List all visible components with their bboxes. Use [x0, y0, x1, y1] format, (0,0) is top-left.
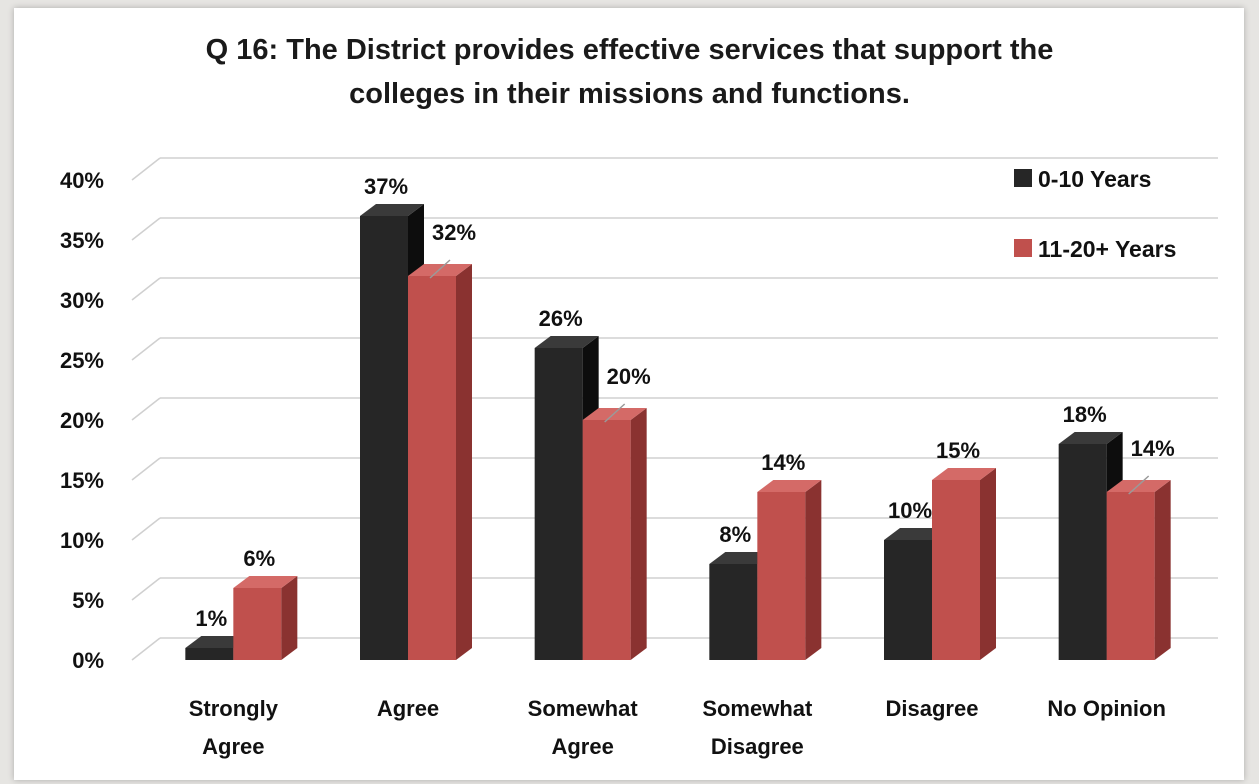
category-label-line: Disagree: [711, 734, 804, 759]
data-label: 6%: [243, 546, 275, 571]
category-label: Strongly Agree: [189, 696, 279, 759]
gridline-depth: [131, 157, 161, 181]
legend-swatch: [1014, 169, 1032, 187]
y-tick-label: 40%: [60, 168, 104, 193]
data-label: 15%: [936, 438, 980, 463]
bar-series1: [1058, 444, 1107, 660]
data-label: 37%: [364, 174, 408, 199]
y-tick-label: 0%: [72, 648, 104, 673]
y-tick-label: 5%: [72, 588, 104, 613]
bar-series1: [185, 648, 234, 660]
category-label-line: Somewhat: [702, 696, 813, 721]
category-label-line: Agree: [551, 734, 613, 759]
data-label: 8%: [719, 522, 751, 547]
gridline-depth: [131, 577, 161, 601]
y-tick-label: 30%: [60, 288, 104, 313]
data-label: 20%: [607, 364, 651, 389]
bar-top: [534, 336, 599, 348]
gridline-depth: [131, 517, 161, 541]
leader-line: [429, 259, 451, 279]
data-label: 14%: [1131, 436, 1175, 461]
gridline-depth: [131, 277, 161, 301]
bar-top: [757, 480, 822, 492]
bar-series2: [233, 588, 282, 660]
data-label: 10%: [888, 498, 932, 523]
category-label-line: Agree: [377, 696, 439, 721]
bar-side: [281, 576, 298, 660]
category-label: Somewhat Agree: [528, 696, 639, 759]
data-label: 1%: [195, 606, 227, 631]
bar-side: [456, 264, 472, 660]
bar-series2: [757, 492, 806, 660]
bar-series2: [408, 276, 456, 660]
bar-series1: [884, 540, 932, 660]
bar-series1: [360, 216, 408, 660]
data-label: 26%: [539, 306, 583, 331]
data-label: 14%: [761, 450, 805, 475]
bar-top: [360, 204, 424, 216]
bar-series1: [534, 348, 583, 660]
bar-side: [1154, 480, 1171, 660]
leader-line: [604, 403, 626, 423]
legend-label: 0-10 Years: [1038, 166, 1151, 192]
data-label: 18%: [1063, 402, 1107, 427]
bar-side: [630, 408, 647, 660]
bar-series2: [1106, 492, 1155, 660]
category-label: Agree: [377, 696, 439, 721]
category-label-line: Strongly: [189, 696, 279, 721]
gridline-depth: [131, 337, 161, 361]
category-label-line: Disagree: [886, 696, 979, 721]
gridline-depth: [131, 637, 161, 661]
bar-series2: [932, 480, 980, 660]
gridlines: [131, 157, 1218, 661]
y-tick-label: 15%: [60, 468, 104, 493]
legend-swatch: [1014, 239, 1032, 257]
bar-top: [1058, 432, 1123, 444]
category-label-line: Somewhat: [528, 696, 639, 721]
leader-line: [1128, 475, 1150, 495]
category-label-line: Agree: [202, 734, 264, 759]
data-labels: 1% 6% 37% 32% 26% 20% 8% 14% 10% 15% 18% 14%: [195, 174, 1174, 631]
category-label: Disagree: [886, 696, 979, 721]
bars: [185, 204, 1171, 660]
y-tick-label: 35%: [60, 228, 104, 253]
chart-title: Q 16: The District provides effective se…: [205, 34, 1054, 110]
gridline-depth: [131, 217, 161, 241]
y-tick-label: 10%: [60, 528, 104, 553]
bar-series2: [582, 420, 631, 660]
y-tick-label: 20%: [60, 408, 104, 433]
gridline-depth: [131, 397, 161, 421]
bar-side: [980, 468, 996, 660]
category-label-line: No Opinion: [1047, 696, 1166, 721]
legend-label: 11-20+ Years: [1038, 236, 1176, 262]
bar-side: [805, 480, 822, 660]
y-tick-label: 25%: [60, 348, 104, 373]
bar-top: [233, 576, 298, 588]
legend: 0-10 Years 11-20+ Years: [1014, 166, 1176, 262]
category-label: Somewhat Disagree: [702, 696, 813, 759]
gridline-depth: [131, 457, 161, 481]
bar-series1: [709, 564, 758, 660]
bar-top: [932, 468, 996, 480]
category-label: No Opinion: [1047, 696, 1166, 721]
data-label: 32%: [432, 220, 476, 245]
